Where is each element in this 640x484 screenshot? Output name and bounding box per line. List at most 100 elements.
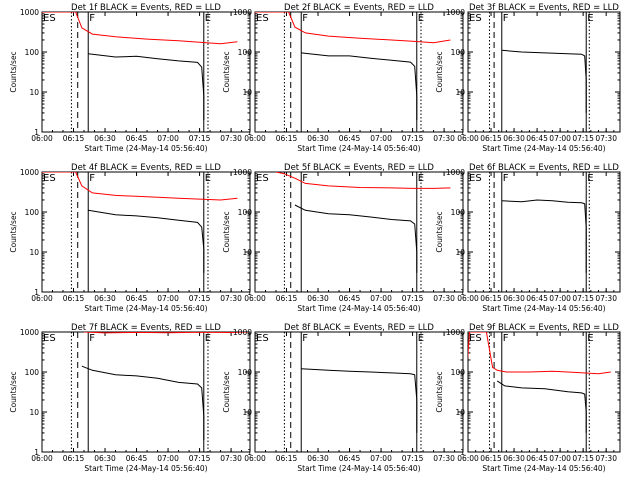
chart-det-6: Det 6f BLACK = Events, RED = LLD 06:00 06:… <box>435 163 621 313</box>
marker-label: ES <box>43 173 56 184</box>
marker-label: F <box>503 173 509 184</box>
marker-label: ES <box>469 13 482 24</box>
x-tick-label: 06:15 <box>480 134 502 143</box>
x-tick-label: 07:30 <box>433 294 455 303</box>
y-tick-label: 1 <box>460 448 465 457</box>
x-tick-label: 06:45 <box>126 454 148 463</box>
series-events-line <box>496 380 587 433</box>
x-tick-label: 06:15 <box>276 454 298 463</box>
x-tick-label: 07:30 <box>595 294 617 303</box>
x-tick-label: 07:15 <box>402 134 424 143</box>
series-lld-line <box>468 332 611 375</box>
y-tick-label: 100 <box>238 48 253 57</box>
y-tick-label: 1 <box>247 448 252 457</box>
y-tick-label: 1000 <box>20 168 39 177</box>
marker-label: E <box>587 333 593 344</box>
chart-title: Det 3f BLACK = Events, RED = LLD <box>469 3 619 13</box>
chart-title: Det 4f BLACK = Events, RED = LLD <box>71 163 221 173</box>
x-tick-label: 07:00 <box>370 294 392 303</box>
y-tick-label: 1000 <box>446 8 465 17</box>
x-tick-label: 06:30 <box>307 134 329 143</box>
y-tick-label: 100 <box>25 208 40 217</box>
x-axis-label: Start Time (24-May-14 05:56:40) <box>297 144 420 153</box>
marker-label: E <box>587 13 593 24</box>
x-tick-label: 07:00 <box>157 134 179 143</box>
plot-frame <box>467 171 621 293</box>
x-tick-label: 07:00 <box>370 134 392 143</box>
chart-det-8: Det 8f BLACK = Events, RED = LLD 06:00 06:… <box>222 323 464 473</box>
chart-title: Det 2f BLACK = Events, RED = LLD <box>284 3 434 13</box>
series-events-line <box>294 204 418 273</box>
plot-frame <box>467 11 621 133</box>
y-tick-label: 1 <box>247 128 252 137</box>
series-events-line <box>301 52 418 120</box>
y-tick-label: 100 <box>25 368 40 377</box>
series-events-line <box>501 49 587 113</box>
marker-label: F <box>89 173 95 184</box>
x-tick-label: 07:15 <box>572 134 594 143</box>
y-tick-label: 100 <box>451 48 466 57</box>
marker-label: E <box>418 333 424 344</box>
series-lld-line <box>42 12 238 45</box>
x-tick-label: 06:00 <box>457 294 479 303</box>
y-tick-label: 1 <box>34 288 39 297</box>
chart-title: Det 6f BLACK = Events, RED = LLD <box>469 163 619 173</box>
x-tick-label: 07:00 <box>157 294 179 303</box>
x-tick-label: 06:00 <box>244 134 266 143</box>
x-tick-label: 07:00 <box>370 454 392 463</box>
marker-label: F <box>302 333 308 344</box>
x-tick-label: 07:15 <box>572 454 594 463</box>
y-tick-label: 1 <box>34 128 39 137</box>
marker-label: ES <box>43 13 56 24</box>
plot-frame <box>41 331 251 453</box>
x-tick-label: 06:00 <box>31 454 53 463</box>
x-tick-label: 07:15 <box>189 134 211 143</box>
y-tick-label: 100 <box>238 208 253 217</box>
x-tick-label: 07:00 <box>157 454 179 463</box>
x-tick-label: 07:30 <box>220 134 242 143</box>
marker-label: ES <box>256 333 269 344</box>
y-axis-label: Counts/sec <box>435 51 444 92</box>
marker-label: ES <box>469 333 482 344</box>
x-tick-label: 06:15 <box>63 454 85 463</box>
plot-frame <box>41 171 251 293</box>
chart-title: Det 8f BLACK = Events, RED = LLD <box>284 323 434 333</box>
x-tick-label: 06:00 <box>31 294 53 303</box>
y-axis-label: Counts/sec <box>9 211 18 252</box>
y-tick-label: 10 <box>455 88 465 97</box>
x-tick-label: 07:15 <box>189 454 211 463</box>
plot-frame <box>254 331 464 453</box>
y-tick-label: 100 <box>451 368 466 377</box>
x-axis-label: Start Time (24-May-14 05:56:40) <box>297 464 420 473</box>
x-tick-label: 06:45 <box>526 294 548 303</box>
y-tick-label: 10 <box>455 248 465 257</box>
y-tick-label: 1 <box>247 288 252 297</box>
y-tick-label: 10 <box>29 408 39 417</box>
x-axis-label: Start Time (24-May-14 05:56:40) <box>482 464 605 473</box>
marker-label: F <box>89 13 95 24</box>
x-tick-label: 07:30 <box>595 134 617 143</box>
y-axis-label: Counts/sec <box>222 51 231 92</box>
y-tick-label: 1000 <box>20 8 39 17</box>
y-axis-label: Counts/sec <box>9 51 18 92</box>
y-tick-label: 10 <box>29 248 39 257</box>
x-axis-label: Start Time (24-May-14 05:56:40) <box>297 304 420 313</box>
plot-frame <box>254 171 464 293</box>
x-tick-label: 06:00 <box>457 134 479 143</box>
y-tick-label: 10 <box>242 408 252 417</box>
x-tick-label: 06:00 <box>457 454 479 463</box>
x-tick-label: 07:15 <box>572 294 594 303</box>
chart-det-2: Det 2f BLACK = Events, RED = LLD 06:00 06:… <box>222 3 464 153</box>
x-tick-label: 06:15 <box>63 294 85 303</box>
series-events-line <box>501 199 587 273</box>
x-tick-label: 07:00 <box>549 134 571 143</box>
x-tick-label: 06:45 <box>339 294 361 303</box>
y-axis-label: Counts/sec <box>435 211 444 252</box>
y-tick-label: 1000 <box>446 168 465 177</box>
y-tick-label: 1000 <box>233 328 252 337</box>
x-tick-label: 06:45 <box>126 134 148 143</box>
x-tick-label: 07:30 <box>433 134 455 143</box>
chart-title: Det 9f BLACK = Events, RED = LLD <box>469 323 619 333</box>
